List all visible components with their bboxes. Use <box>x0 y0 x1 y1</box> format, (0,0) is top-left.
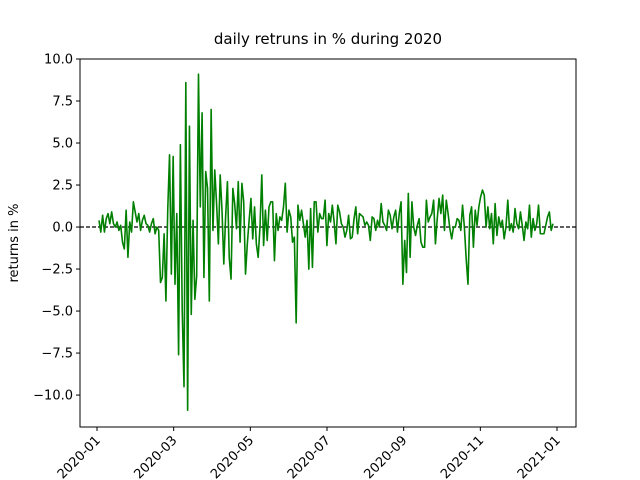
x-tick-label: 2021-01 <box>515 433 564 480</box>
y-tick-label: 2.5 <box>52 179 73 194</box>
x-tick-label: 2020-07 <box>285 433 334 480</box>
x-tick-label: 2020-09 <box>361 433 410 480</box>
x-tick-label: 2020-11 <box>438 433 487 480</box>
y-tick-label: 10.0 <box>44 53 73 68</box>
x-tick-label: 2020-01 <box>55 433 104 480</box>
y-tick-label: −10.0 <box>33 389 73 404</box>
plot-frame <box>79 58 577 428</box>
y-axis-label: returns in % <box>7 204 22 283</box>
x-tick-label: 2020-03 <box>131 433 180 480</box>
data-line <box>98 73 554 411</box>
chart-title: daily retruns in % during 2020 <box>214 30 442 48</box>
y-tick-label: −7.5 <box>41 347 73 362</box>
y-tick-label: 7.5 <box>52 95 73 110</box>
y-tick-label: 5.0 <box>52 137 73 152</box>
y-tick-label: 0.0 <box>52 221 73 236</box>
y-tick-label: −2.5 <box>41 263 73 278</box>
x-tick-label: 2020-05 <box>208 433 257 480</box>
y-tick-label: −5.0 <box>41 305 73 320</box>
